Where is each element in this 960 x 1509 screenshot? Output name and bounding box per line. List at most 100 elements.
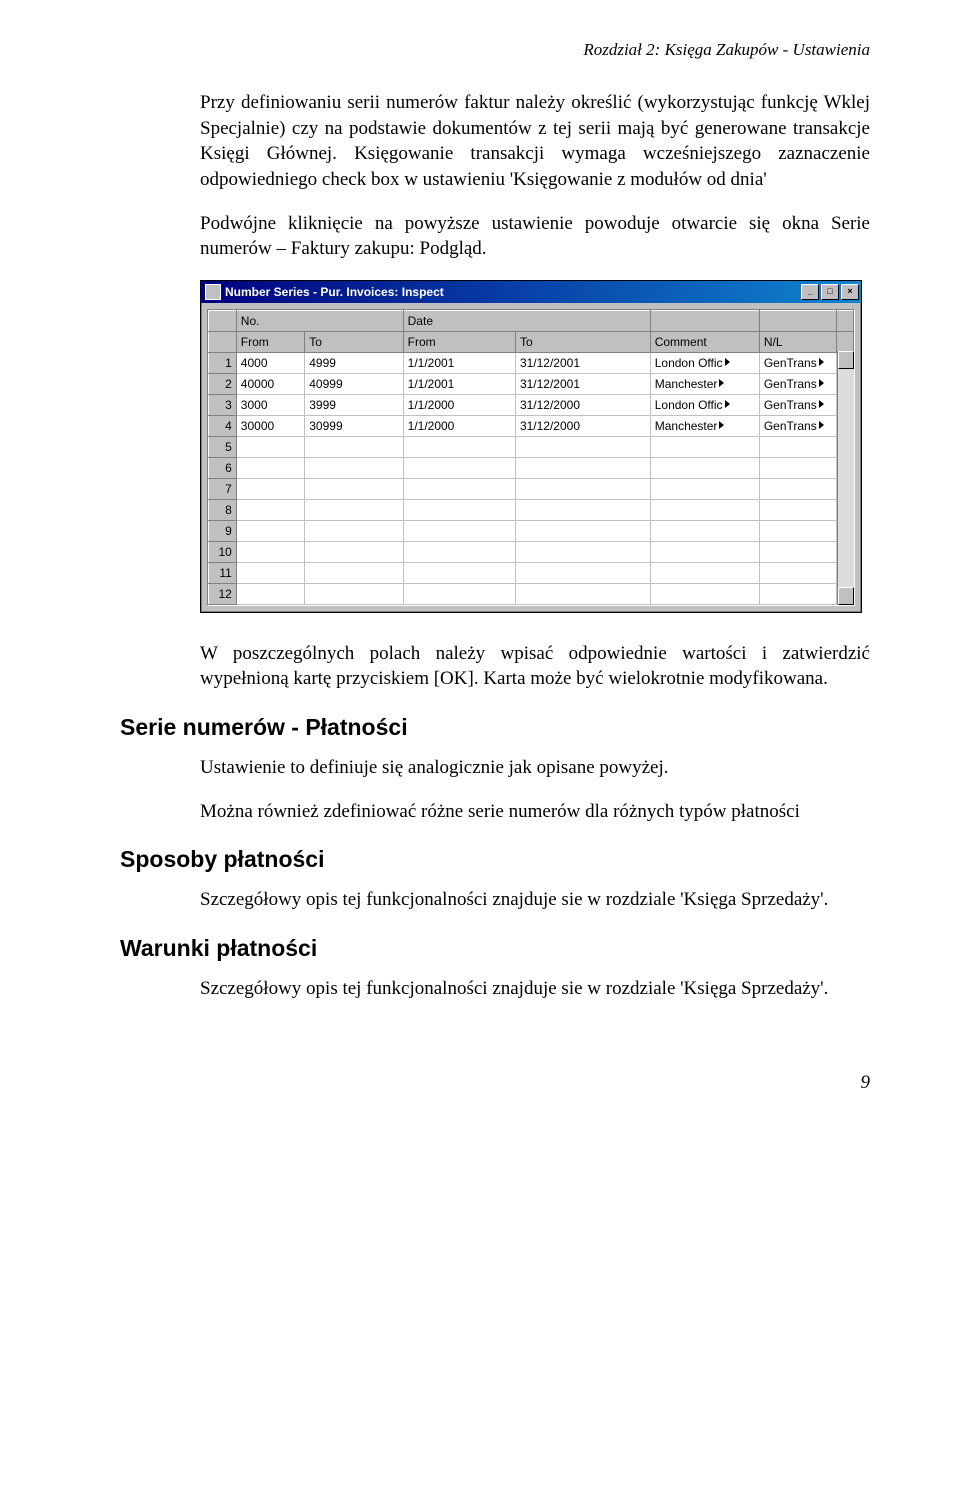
cell-to[interactable] (305, 478, 403, 499)
lookup-icon[interactable] (719, 421, 725, 431)
cell-date-to[interactable]: 31/12/2000 (515, 415, 650, 436)
lookup-icon[interactable] (725, 358, 731, 368)
lookup-icon[interactable] (819, 358, 825, 368)
table-row[interactable]: 11 (209, 562, 854, 583)
cell-date-from[interactable] (403, 520, 515, 541)
cell-from[interactable] (236, 562, 304, 583)
lookup-icon[interactable] (819, 400, 825, 410)
cell-comment[interactable] (650, 583, 759, 604)
cell-to[interactable] (305, 541, 403, 562)
cell-from[interactable] (236, 436, 304, 457)
col-date-to[interactable]: To (515, 331, 650, 352)
scroll-up-button[interactable] (838, 351, 854, 369)
cell-nl[interactable]: GenTrans (759, 415, 836, 436)
cell-date-from[interactable]: 1/1/2001 (403, 352, 515, 373)
col-nl[interactable]: N/L (759, 331, 836, 352)
cell-to[interactable]: 4999 (305, 352, 403, 373)
table-row[interactable]: 8 (209, 499, 854, 520)
col-comment[interactable]: Comment (650, 331, 759, 352)
cell-date-to[interactable] (515, 562, 650, 583)
cell-date-to[interactable] (515, 478, 650, 499)
col-to[interactable]: To (305, 331, 403, 352)
cell-date-to[interactable] (515, 520, 650, 541)
cell-comment[interactable] (650, 499, 759, 520)
cell-comment[interactable]: London Offic (650, 394, 759, 415)
cell-to[interactable] (305, 583, 403, 604)
col-date-from[interactable]: From (403, 331, 515, 352)
cell-date-to[interactable]: 31/12/2001 (515, 373, 650, 394)
cell-date-to[interactable] (515, 436, 650, 457)
cell-comment[interactable] (650, 541, 759, 562)
cell-date-to[interactable] (515, 499, 650, 520)
cell-from[interactable]: 40000 (236, 373, 304, 394)
cell-nl[interactable] (759, 499, 836, 520)
minimize-button[interactable]: _ (801, 284, 819, 300)
cell-date-to[interactable] (515, 457, 650, 478)
table-row[interactable]: 3300039991/1/200031/12/2000London OfficG… (209, 394, 854, 415)
cell-date-from[interactable]: 1/1/2000 (403, 415, 515, 436)
cell-date-to[interactable] (515, 583, 650, 604)
col-from[interactable]: From (236, 331, 304, 352)
cell-comment[interactable] (650, 520, 759, 541)
table-row[interactable]: 430000309991/1/200031/12/2000ManchesterG… (209, 415, 854, 436)
vertical-scrollbar[interactable] (837, 351, 854, 605)
table-row[interactable]: 240000409991/1/200131/12/2001ManchesterG… (209, 373, 854, 394)
cell-date-to[interactable] (515, 541, 650, 562)
lookup-icon[interactable] (725, 400, 731, 410)
cell-from[interactable] (236, 583, 304, 604)
lookup-icon[interactable] (819, 379, 825, 389)
table-row[interactable]: 5 (209, 436, 854, 457)
cell-from[interactable]: 30000 (236, 415, 304, 436)
cell-to[interactable] (305, 499, 403, 520)
scroll-down-button[interactable] (838, 587, 854, 605)
cell-comment[interactable] (650, 478, 759, 499)
cell-comment[interactable]: London Offic (650, 352, 759, 373)
cell-from[interactable] (236, 457, 304, 478)
cell-date-from[interactable]: 1/1/2001 (403, 373, 515, 394)
cell-date-from[interactable] (403, 541, 515, 562)
cell-from[interactable] (236, 541, 304, 562)
lookup-icon[interactable] (819, 421, 825, 431)
cell-nl[interactable]: GenTrans (759, 352, 836, 373)
cell-nl[interactable] (759, 562, 836, 583)
cell-from[interactable] (236, 499, 304, 520)
table-row[interactable]: 6 (209, 457, 854, 478)
cell-to[interactable] (305, 457, 403, 478)
cell-from[interactable] (236, 520, 304, 541)
cell-nl[interactable] (759, 520, 836, 541)
window-titlebar[interactable]: Number Series - Pur. Invoices: Inspect _… (201, 281, 861, 303)
cell-comment[interactable] (650, 457, 759, 478)
scroll-track[interactable] (838, 369, 854, 587)
cell-nl[interactable] (759, 478, 836, 499)
cell-to[interactable]: 30999 (305, 415, 403, 436)
cell-date-from[interactable]: 1/1/2000 (403, 394, 515, 415)
grid[interactable]: No. Date From To From To Comme (207, 309, 855, 606)
cell-from[interactable]: 3000 (236, 394, 304, 415)
cell-nl[interactable]: GenTrans (759, 373, 836, 394)
maximize-button[interactable]: □ (821, 284, 839, 300)
cell-date-from[interactable] (403, 562, 515, 583)
cell-comment[interactable]: Manchester (650, 415, 759, 436)
cell-from[interactable] (236, 478, 304, 499)
cell-to[interactable]: 40999 (305, 373, 403, 394)
cell-nl[interactable] (759, 583, 836, 604)
cell-comment[interactable] (650, 562, 759, 583)
table-row[interactable]: 1400049991/1/200131/12/2001London OfficG… (209, 352, 854, 373)
cell-nl[interactable] (759, 541, 836, 562)
close-button[interactable]: × (841, 284, 859, 300)
cell-date-from[interactable] (403, 457, 515, 478)
lookup-icon[interactable] (719, 379, 725, 389)
cell-to[interactable] (305, 436, 403, 457)
cell-date-to[interactable]: 31/12/2000 (515, 394, 650, 415)
cell-to[interactable]: 3999 (305, 394, 403, 415)
cell-date-to[interactable]: 31/12/2001 (515, 352, 650, 373)
cell-date-from[interactable] (403, 436, 515, 457)
cell-comment[interactable]: Manchester (650, 373, 759, 394)
table-row[interactable]: 7 (209, 478, 854, 499)
table-row[interactable]: 10 (209, 541, 854, 562)
cell-nl[interactable]: GenTrans (759, 394, 836, 415)
cell-to[interactable] (305, 520, 403, 541)
table-row[interactable]: 12 (209, 583, 854, 604)
cell-date-from[interactable] (403, 499, 515, 520)
table-row[interactable]: 9 (209, 520, 854, 541)
